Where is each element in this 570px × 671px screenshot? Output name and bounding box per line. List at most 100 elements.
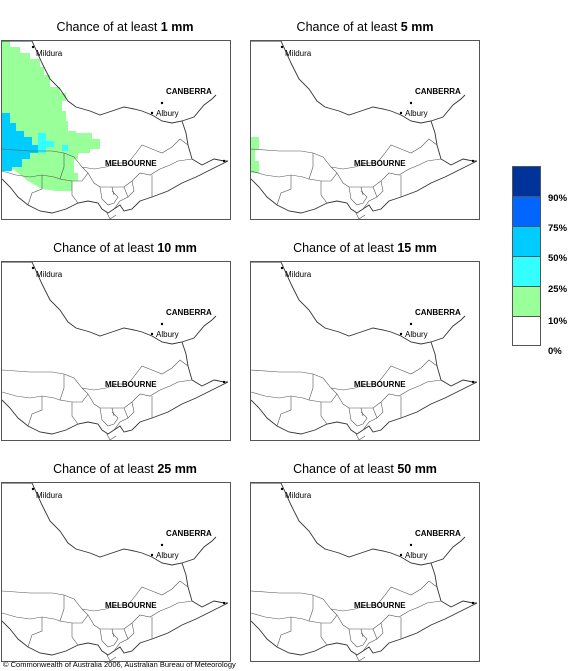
town-marker [160,322,164,326]
district-boundary [276,175,292,206]
place-label-canberra: CANBERRA [415,87,461,96]
town-marker [280,45,284,49]
place-label-albury: Albury [405,109,428,118]
place-label-albury: Albury [405,330,428,339]
town-marker [160,543,164,547]
probability-legend [512,166,541,346]
title-value: 1 mm [160,20,194,34]
place-label-melbourne: MELBOURNE [105,601,157,610]
title-prefix: Chance of at least [56,20,161,34]
district-boundary [111,186,129,198]
legend-swatch-50 [512,226,541,256]
district-boundary [113,401,135,431]
place-label-mildura: Mildura [285,270,312,279]
legend-swatch-10 [512,286,541,316]
map-panel-5mm: Mildura CANBERRA Albury MELBOURNE [250,40,480,220]
district-boundary [113,622,135,652]
place-label-albury: Albury [156,551,179,560]
district-boundary [362,180,384,210]
legend-label-25: 25% [548,284,568,295]
legend-label-10: 10% [548,316,568,327]
town-marker [31,45,35,49]
title-prefix: Chance of at least [293,241,398,255]
legend-label-75: 75% [548,223,568,234]
town-marker [399,111,403,115]
district-boundary [354,652,366,661]
town-marker [31,266,35,270]
town-marker [471,380,475,384]
town-marker [471,601,475,605]
district-boundary [2,138,189,170]
district-boundary [336,379,442,409]
district-boundary [111,407,129,419]
district-boundary [2,391,61,401]
place-label-albury: Albury [156,109,179,118]
town-marker [409,322,413,326]
legend-swatch-0 [512,316,541,346]
district-boundary [105,210,117,219]
victoria-map [251,262,478,440]
district-boundary [71,181,79,204]
district-boundary [2,580,189,612]
panel-title-50mm: Chance of at least 50 mm [240,462,490,476]
coastline-and-state-border [2,41,229,214]
legend-label-90: 90% [548,193,568,204]
district-boundary [251,391,310,401]
title-prefix: Chance of at least [53,241,158,255]
town-marker [280,266,284,270]
panel-title-1mm: Chance of at least 1 mm [0,20,250,34]
rain-probability-50-region [2,113,38,171]
district-boundary [336,158,442,188]
town-marker [399,553,403,557]
place-label-mildura: Mildura [285,491,312,500]
place-label-melbourne: MELBOURNE [354,159,406,168]
title-prefix: Chance of at least [53,462,158,476]
district-boundary [251,170,310,180]
district-boundary [320,623,328,646]
coastline-and-state-border [2,262,229,435]
title-value: 25 mm [157,462,197,476]
town-marker [222,380,226,384]
district-boundary [251,580,438,612]
district-boundary [348,186,368,206]
district-boundary [87,379,193,409]
title-value: 15 mm [397,241,437,255]
victoria-map [2,483,229,661]
map-panel-15mm: Mildura CANBERRA Albury MELBOURNE [250,261,480,441]
coastline-and-state-border [251,483,478,656]
district-boundary [320,402,328,425]
place-label-albury: Albury [405,551,428,560]
place-label-canberra: CANBERRA [415,529,461,538]
place-label-mildura: Mildura [36,491,63,500]
district-boundary [251,359,438,391]
place-label-mildura: Mildura [36,270,63,279]
district-boundary [27,175,43,206]
title-prefix: Chance of at least [293,462,398,476]
place-label-canberra: CANBERRA [166,529,212,538]
town-marker [222,159,226,163]
rain-probability-10-region [251,137,259,173]
district-boundary [113,180,135,210]
place-label-canberra: CANBERRA [166,308,212,317]
title-value: 5 mm [400,20,434,34]
panel-title-15mm: Chance of at least 15 mm [240,241,490,255]
district-boundary [251,612,310,622]
town-marker [150,111,154,115]
district-boundary [348,628,368,648]
district-boundary [87,600,193,630]
district-boundary [2,359,189,391]
place-label-melbourne: MELBOURNE [105,159,157,168]
map-panel-25mm: Mildura CANBERRA Albury MELBOURNE [1,482,231,662]
legend-label-50: 50% [548,253,568,264]
town-marker [471,159,475,163]
town-marker [280,487,284,491]
legend-swatch-90 [512,166,541,196]
district-boundary [71,402,79,425]
title-prefix: Chance of at least [296,20,401,34]
district-boundary [276,396,292,427]
title-value: 10 mm [157,241,197,255]
district-boundary [99,186,119,206]
legend-swatch-25 [512,256,541,286]
title-value: 50 mm [397,462,437,476]
rain-probability-10-region [2,41,100,191]
